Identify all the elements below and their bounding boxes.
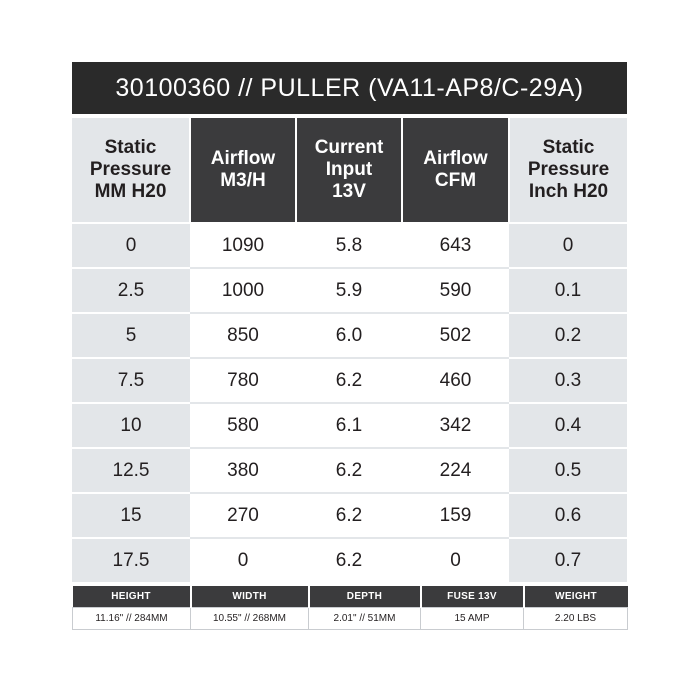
table-row: 12.5 380 6.2 224 0.5 (72, 447, 627, 493)
column-header-static-pressure-inch: Static Pressure Inch H20 (508, 114, 627, 223)
header-line: Input (325, 159, 373, 180)
header-line: CFM (434, 170, 477, 191)
header-line: Pressure (89, 159, 172, 180)
dimension-value-height: 11.16" // 284MM (72, 607, 191, 630)
header-line: Airflow (423, 148, 488, 169)
table-cell: 1000 (190, 267, 296, 313)
column-header-airflow-cfm: Airflow CFM (401, 114, 509, 223)
table-cell: 1090 (190, 222, 296, 268)
table-cell: 5 (72, 312, 190, 358)
table-cell: 5.9 (296, 267, 402, 313)
table-cell: 7.5 (72, 357, 190, 403)
header-line: M3/H (220, 170, 266, 191)
table-row: 5 850 6.0 502 0.2 (72, 312, 627, 358)
table-cell: 590 (402, 267, 509, 313)
dimensions-table: HEIGHT WIDTH DEPTH FUSE 13V WEIGHT 11.16… (72, 586, 628, 630)
table-cell: 0.5 (509, 447, 627, 493)
header-line: Airflow (210, 148, 276, 169)
table-cell: 0.6 (509, 492, 627, 538)
table-cell: 460 (402, 357, 509, 403)
table-cell: 380 (190, 447, 296, 493)
table-cell: 0.4 (509, 402, 627, 448)
column-header-static-pressure-mm: Static Pressure MM H20 (72, 114, 190, 223)
dimension-value-depth: 2.01" // 51MM (308, 607, 421, 630)
table-cell: 502 (402, 312, 509, 358)
header-line: MM H20 (94, 181, 167, 202)
table-cell: 6.0 (296, 312, 402, 358)
dimension-value-width: 10.55" // 268MM (190, 607, 309, 630)
table-cell: 0.7 (509, 537, 627, 582)
dimension-value-weight: 2.20 LBS (523, 607, 628, 630)
table-row: 0 1090 5.8 643 0 (72, 222, 627, 268)
table-cell: 0 (402, 537, 509, 582)
table-row: 2.5 1000 5.9 590 0.1 (72, 267, 627, 313)
table-cell: 6.1 (296, 402, 402, 448)
header-line: 13V (332, 181, 366, 202)
table-cell: 0 (190, 537, 296, 582)
table-cell: 10 (72, 402, 190, 448)
table-cell: 0.2 (509, 312, 627, 358)
header-line: Inch H20 (528, 181, 609, 202)
table-cell: 6.2 (296, 357, 402, 403)
header-line: Current (314, 137, 384, 158)
table-title: 30100360 // PULLER (VA11-AP8/C-29A) (72, 62, 627, 114)
table-cell: 0 (72, 222, 190, 268)
table-cell: 224 (402, 447, 509, 493)
table-cell: 0.3 (509, 357, 627, 403)
table-cell: 12.5 (72, 447, 190, 493)
table-row: 7.5 780 6.2 460 0.3 (72, 357, 627, 403)
table-cell: 0 (509, 222, 627, 268)
table-cell: 15 (72, 492, 190, 538)
table-cell: 850 (190, 312, 296, 358)
dimension-header-weight: WEIGHT (522, 586, 628, 608)
performance-table: Static Pressure MM H20 Airflow M3/H Curr… (72, 114, 627, 582)
dimensions-value-row: 11.16" // 284MM 10.55" // 268MM 2.01" //… (72, 607, 628, 630)
column-header-current-input: Current Input 13V (295, 114, 402, 223)
dimension-header-fuse: FUSE 13V (419, 586, 524, 608)
table-cell: 0.1 (509, 267, 627, 313)
table-cell: 5.8 (296, 222, 402, 268)
table-cell: 342 (402, 402, 509, 448)
table-cell: 580 (190, 402, 296, 448)
header-line: Pressure (527, 159, 610, 180)
table-cell: 17.5 (72, 537, 190, 582)
dimension-header-depth: DEPTH (307, 586, 421, 608)
dimension-header-height: HEIGHT (72, 586, 191, 608)
table-cell: 270 (190, 492, 296, 538)
header-line: Static (542, 137, 595, 158)
table-cell: 6.2 (296, 537, 402, 582)
header-row: Static Pressure MM H20 Airflow M3/H Curr… (72, 114, 627, 223)
header-line: Static (104, 137, 157, 158)
table-cell: 2.5 (72, 267, 190, 313)
column-header-airflow-m3h: Airflow M3/H (189, 114, 296, 223)
table-cell: 159 (402, 492, 509, 538)
table-row: 10 580 6.1 342 0.4 (72, 402, 627, 448)
dimension-value-fuse: 15 AMP (420, 607, 524, 630)
dimensions-header-row: HEIGHT WIDTH DEPTH FUSE 13V WEIGHT (72, 586, 628, 608)
dimension-header-width: WIDTH (189, 586, 309, 608)
spec-sheet: 30100360 // PULLER (VA11-AP8/C-29A) Stat… (72, 62, 628, 630)
table-row: 17.5 0 6.2 0 0.7 (72, 537, 627, 582)
table-cell: 643 (402, 222, 509, 268)
table-row: 15 270 6.2 159 0.6 (72, 492, 627, 538)
table-cell: 780 (190, 357, 296, 403)
table-cell: 6.2 (296, 492, 402, 538)
table-cell: 6.2 (296, 447, 402, 493)
